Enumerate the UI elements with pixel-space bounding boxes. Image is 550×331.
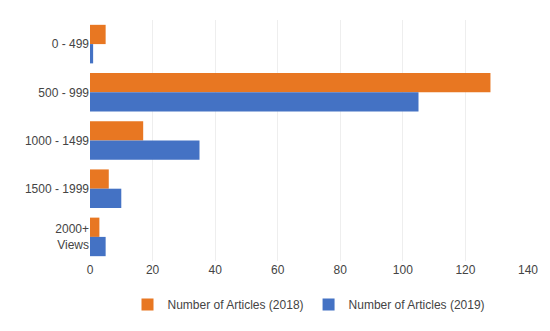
svg-text:0 - 499: 0 - 499: [52, 37, 90, 51]
svg-text:2000+Views: 2000+Views: [55, 222, 89, 252]
svg-text:60: 60: [271, 263, 285, 277]
svg-text:100: 100: [393, 263, 413, 277]
svg-text:1000 - 1499: 1000 - 1499: [25, 134, 89, 148]
svg-text:500 - 999: 500 - 999: [38, 86, 89, 100]
svg-text:120: 120: [455, 263, 475, 277]
svg-text:40: 40: [208, 263, 222, 277]
svg-text:1500 - 1999: 1500 - 1999: [25, 182, 89, 196]
svg-text:0: 0: [87, 263, 94, 277]
svg-text:Number of Articles (2019): Number of Articles (2019): [349, 298, 485, 312]
svg-text:20: 20: [146, 263, 160, 277]
svg-text:140: 140: [518, 263, 538, 277]
svg-text:80: 80: [334, 263, 348, 277]
svg-text:Number of Articles (2018): Number of Articles (2018): [168, 298, 304, 312]
